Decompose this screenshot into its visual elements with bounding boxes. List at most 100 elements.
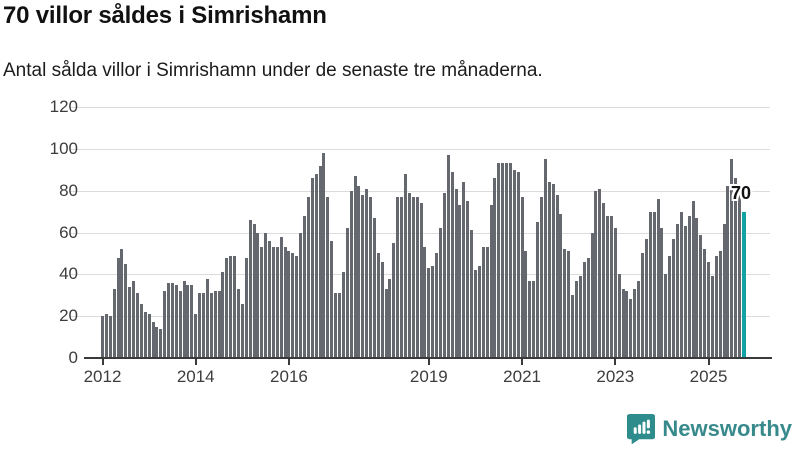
x-axis-tick-label: 2012	[83, 367, 122, 386]
highlight-bar	[742, 211, 747, 358]
bar-chart: 0 20 40 60 80 100 120 70 2012 2014 2016 2019 2021 202…	[0, 95, 800, 395]
bar	[357, 186, 361, 358]
bar	[337, 293, 341, 358]
bar	[633, 288, 637, 358]
chart-subtitle: Antal sålda villor i Simrishamn under de…	[3, 60, 543, 81]
bar	[213, 291, 217, 358]
x-axis-tick	[707, 359, 710, 365]
bar	[233, 255, 237, 358]
bar	[283, 247, 287, 358]
bar	[415, 196, 419, 358]
bar	[536, 222, 540, 358]
bar	[505, 163, 509, 358]
bar	[303, 215, 307, 358]
bar	[450, 171, 454, 358]
bar	[380, 261, 384, 358]
bar	[205, 278, 209, 358]
bar	[419, 203, 423, 358]
bar	[174, 284, 178, 358]
x-axis-tick	[101, 359, 104, 365]
page-title: 70 villor såldes i Simrishamn	[3, 2, 327, 29]
bar	[477, 265, 481, 358]
y-axis-tick-label: 80	[59, 180, 78, 200]
bar	[718, 251, 722, 358]
x-axis-tick-label: 2019	[409, 367, 448, 386]
bar	[271, 247, 275, 358]
bar	[699, 234, 703, 358]
bar	[606, 215, 610, 358]
y-axis-tick-label: 100	[49, 138, 78, 158]
bar	[404, 173, 408, 358]
bar	[446, 155, 450, 358]
bar	[264, 232, 268, 358]
x-axis-line	[84, 357, 772, 359]
bar	[664, 274, 668, 358]
bar	[540, 196, 543, 358]
bar	[341, 272, 345, 358]
bar	[454, 188, 458, 358]
x-axis-tick-label: 2023	[596, 367, 635, 386]
bar	[532, 280, 536, 358]
bar	[675, 224, 679, 358]
x-axis-tick-label: 2021	[503, 367, 541, 386]
bar	[400, 196, 404, 358]
bar	[291, 253, 295, 358]
bar	[707, 261, 711, 358]
bar	[155, 326, 159, 358]
x-axis-tick-label: 2016	[270, 367, 308, 386]
bar	[497, 163, 501, 358]
bar	[112, 288, 116, 358]
bar	[431, 265, 435, 358]
bar	[567, 251, 571, 358]
bar	[571, 295, 575, 358]
highlight-value-label: 70	[731, 182, 752, 203]
bar	[668, 255, 672, 358]
bar	[672, 238, 676, 358]
x-axis-tick	[194, 359, 197, 365]
bar	[170, 282, 174, 358]
x-axis-tick-label: 2025	[689, 367, 728, 386]
x-axis-tick	[427, 359, 430, 365]
bar	[345, 228, 349, 358]
bar	[641, 253, 644, 358]
bar	[714, 255, 718, 358]
bar	[376, 253, 380, 358]
bar	[147, 314, 151, 358]
bar	[388, 278, 392, 358]
bar	[516, 171, 520, 358]
bar	[217, 291, 221, 358]
bar	[730, 159, 734, 358]
bar	[279, 236, 283, 358]
bar	[617, 274, 621, 358]
gridline	[70, 190, 770, 192]
bar	[520, 196, 524, 358]
bar	[703, 249, 707, 358]
bar	[586, 257, 590, 358]
bar	[186, 284, 190, 358]
bar	[182, 280, 186, 358]
bar	[318, 165, 322, 358]
bar	[353, 176, 357, 358]
bar	[625, 291, 629, 358]
y-axis-tick-label: 0	[68, 348, 78, 367]
bar	[637, 280, 641, 358]
x-axis-tick	[614, 359, 617, 365]
bar	[163, 291, 167, 358]
bar	[120, 249, 124, 358]
bar	[458, 205, 462, 358]
bar	[438, 228, 442, 358]
bar	[101, 316, 104, 358]
bar	[124, 263, 128, 358]
bar	[679, 211, 683, 358]
bar	[493, 178, 497, 358]
bar	[392, 242, 396, 358]
bar	[194, 314, 198, 358]
bar	[435, 253, 439, 358]
bar	[524, 251, 528, 358]
bar	[501, 163, 505, 358]
bar	[411, 196, 415, 358]
bar	[116, 257, 120, 358]
bar	[330, 240, 334, 358]
bar	[135, 293, 139, 358]
bar	[644, 238, 648, 358]
